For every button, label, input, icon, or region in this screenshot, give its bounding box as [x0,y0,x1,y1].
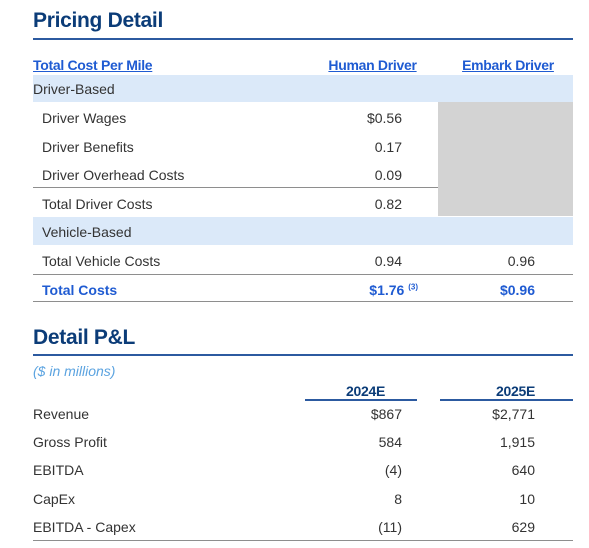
driver-wages-value: $0.56 [366,110,402,126]
total-driver-costs-value: 0.82 [374,196,402,212]
total-costs-human-value: $1.76 [369,282,405,298]
embark-driver-header: Embark Driver [462,57,554,73]
year-2024-underline [305,399,417,401]
pricing-detail-title: Pricing Detail [33,9,164,32]
total-costs-human: $1.76 (3) [290,282,418,298]
year-2025-header: 2025E [496,383,535,399]
year-2024-header: 2024E [346,383,385,399]
footnote-marker: (3) [408,282,418,292]
driver-overhead-label: Driver Overhead Costs [42,167,185,183]
revenue-2024: $867 [370,406,402,422]
vehicle-based-label: Vehicle-Based [42,224,132,240]
units-note: ($ in millions) [33,363,116,379]
total-costs-bottom-rule [33,301,573,302]
year-2025-underline [440,399,573,401]
driver-overhead-value: 0.09 [374,167,402,183]
capex-2024: 8 [394,491,402,507]
driver-wages-label: Driver Wages [42,110,127,126]
total-vehicle-costs-embark: 0.96 [507,253,535,269]
driver-benefits-label: Driver Benefits [42,139,134,155]
total-driver-costs-label: Total Driver Costs [42,196,153,212]
total-costs-label: Total Costs [42,282,118,298]
cost-per-mile-header: Total Cost Per Mile [33,57,153,73]
driver-based-band [33,75,573,102]
detail-pl-title: Detail P&L [33,326,136,349]
pl-title-rule [33,354,573,356]
driver-benefits-value: 0.17 [374,139,402,155]
gross-profit-2024: 584 [378,434,402,450]
total-costs-top-rule [33,274,573,275]
human-driver-header: Human Driver [328,57,417,73]
gross-profit-label: Gross Profit [33,434,107,450]
gross-profit-2025: 1,915 [499,434,535,450]
pl-bottom-rule [33,540,573,541]
revenue-label: Revenue [33,406,90,422]
ebitda-label: EBITDA [33,462,84,478]
capex-label: CapEx [33,491,76,507]
title-rule [33,38,573,40]
driver-based-label: Driver-Based [33,81,115,97]
ebitda-capex-2024: (11) [378,519,402,535]
embark-driver-na-block [438,102,573,216]
total-vehicle-costs-label: Total Vehicle Costs [42,253,161,269]
revenue-2025: $2,771 [492,406,535,422]
vehicle-based-band [33,217,573,245]
ebitda-capex-2025: 629 [511,519,535,535]
subtotal-rule [33,187,438,188]
capex-2025: 10 [519,491,535,507]
ebitda-capex-label: EBITDA - Capex [33,519,136,535]
total-costs-embark: $0.96 [499,282,535,298]
total-vehicle-costs-human: 0.94 [374,253,402,269]
ebitda-2025: 640 [511,462,535,478]
ebitda-2024: (4) [384,462,402,478]
